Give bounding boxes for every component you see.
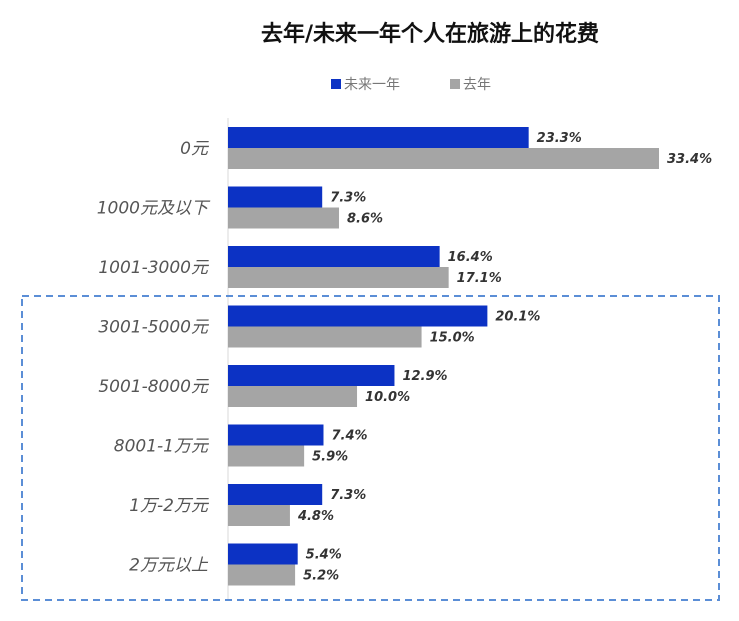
legend-label-last-year: 去年 [463, 77, 491, 93]
bar-future-year [228, 246, 440, 267]
data-label-future-year: 7.3% [330, 191, 366, 206]
chart-title: 去年/未来一年个人在旅游上的花费 [261, 21, 599, 47]
bar-last-year [228, 267, 449, 288]
category-label: 3001-5000元 [98, 318, 210, 338]
data-label-last-year: 8.6% [347, 212, 383, 227]
data-label-future-year: 12.9% [402, 369, 447, 384]
bar-last-year [228, 386, 358, 407]
data-label-last-year: 17.1% [457, 271, 502, 286]
data-label-last-year: 5.9% [312, 450, 348, 465]
bar-future-year [228, 543, 298, 565]
category-label: 1000元及以下 [97, 199, 211, 219]
category-label: 5001-8000元 [98, 377, 210, 397]
data-label-future-year: 16.4% [448, 250, 493, 265]
data-label-future-year: 20.1% [495, 310, 540, 325]
legend-label-future-year: 未来一年 [344, 77, 400, 93]
bar-last-year [228, 505, 290, 526]
bar-last-year [228, 326, 422, 348]
bar-last-year [228, 564, 296, 586]
category-label: 0元 [180, 139, 210, 159]
category-label: 8001-1万元 [114, 437, 210, 457]
legend-swatch-future-year [331, 79, 341, 89]
bar-last-year [228, 148, 659, 169]
bar-future-year [228, 305, 488, 327]
bar-last-year [228, 445, 305, 467]
bar-future-year [228, 127, 529, 148]
data-label-last-year: 33.4% [667, 152, 712, 167]
data-label-last-year: 5.2% [303, 569, 339, 584]
bar-future-year [228, 365, 395, 386]
data-label-future-year: 7.4% [331, 429, 367, 444]
data-label-last-year: 4.8% [297, 509, 334, 524]
legend: 未来一年 去年 [331, 77, 491, 93]
category-label: 2万元以上 [129, 556, 209, 576]
bar-future-year [228, 424, 324, 446]
bar-future-year [228, 186, 323, 208]
data-label-future-year: 7.3% [330, 488, 366, 503]
legend-swatch-last-year [450, 79, 460, 89]
bar-future-year [228, 484, 323, 505]
category-label: 1万-2万元 [129, 496, 210, 516]
data-label-future-year: 5.4% [306, 548, 342, 563]
category-label: 1001-3000元 [98, 258, 210, 278]
bar-last-year [228, 207, 339, 229]
bars: 0元 23.3% 33.4% 1000元及以下 7.3% 8.6% 1001-3000元 16… [97, 127, 712, 586]
highlight-box [21, 295, 720, 601]
data-label-future-year: 23.3% [537, 131, 582, 146]
data-label-last-year: 15.0% [430, 331, 475, 346]
data-label-last-year: 10.0% [365, 390, 410, 405]
